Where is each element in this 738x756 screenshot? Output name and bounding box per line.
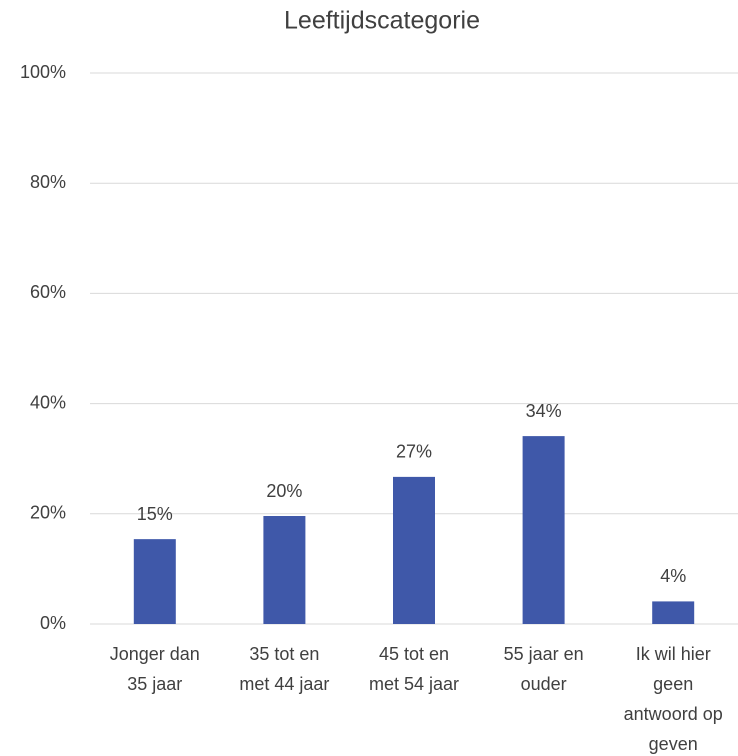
bar bbox=[263, 516, 306, 624]
bar bbox=[393, 476, 435, 624]
bar bbox=[652, 601, 695, 624]
x-tick-label: Ik wil hier geen antwoord op geven bbox=[624, 644, 723, 754]
x-tick-label: Jonger dan 35 jaar bbox=[110, 644, 200, 694]
data-label: 27% bbox=[396, 442, 432, 462]
data-label: 15% bbox=[137, 504, 173, 524]
data-label: 20% bbox=[266, 481, 302, 501]
y-tick-label: 80% bbox=[30, 172, 66, 192]
data-label: 4% bbox=[660, 566, 686, 586]
y-tick-label: 60% bbox=[30, 282, 66, 302]
y-tick-label: 20% bbox=[30, 503, 66, 523]
chart-title: Leeftijdscategorie bbox=[284, 7, 480, 35]
bar bbox=[133, 539, 176, 624]
y-tick-label: 100% bbox=[20, 62, 66, 82]
data-label: 34% bbox=[526, 401, 562, 421]
x-tick-label: 55 jaar en ouder bbox=[504, 644, 584, 694]
y-tick-label: 40% bbox=[30, 392, 66, 412]
y-tick-label: 0% bbox=[40, 613, 66, 633]
x-tick-label: 35 tot en met 44 jaar bbox=[239, 644, 329, 694]
x-tick-label: 45 tot en met 54 jaar bbox=[369, 644, 459, 694]
bar bbox=[522, 436, 565, 624]
